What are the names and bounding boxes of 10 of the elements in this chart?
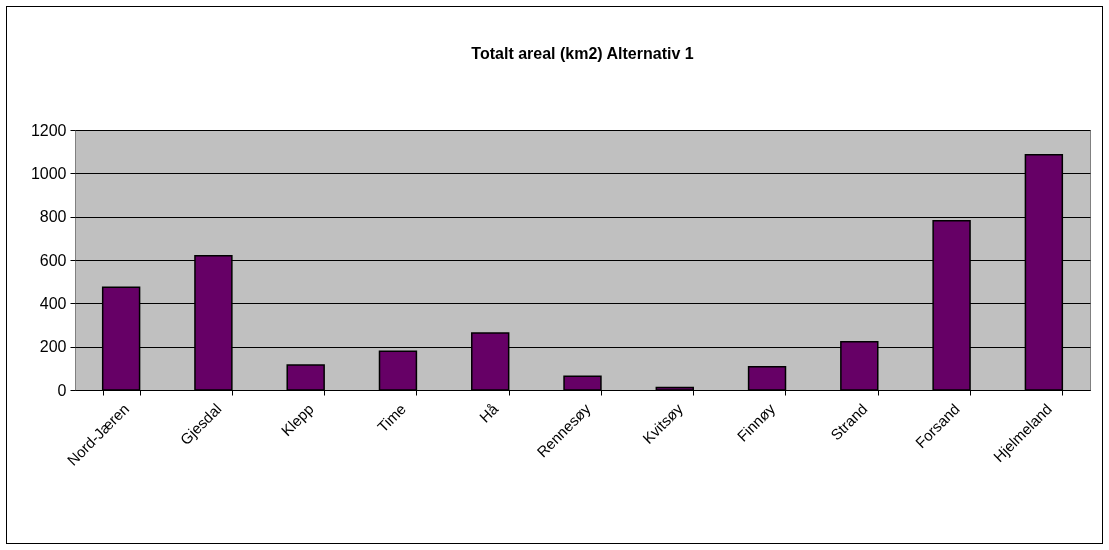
y-tick-label: 800 — [39, 208, 67, 226]
x-tick-label: Hå — [475, 399, 502, 426]
x-tick-label: Time — [373, 400, 410, 436]
y-tick-label: 400 — [39, 294, 67, 312]
chart-title: Totalt areal (km2) Alternativ 1 — [471, 45, 694, 62]
y-tick-label: 0 — [57, 381, 67, 399]
y-tick-label: 200 — [39, 338, 67, 356]
y-tick-label: 600 — [39, 251, 67, 269]
y-tick-label: 1000 — [30, 164, 67, 182]
y-tick-label: 1200 — [30, 121, 67, 139]
